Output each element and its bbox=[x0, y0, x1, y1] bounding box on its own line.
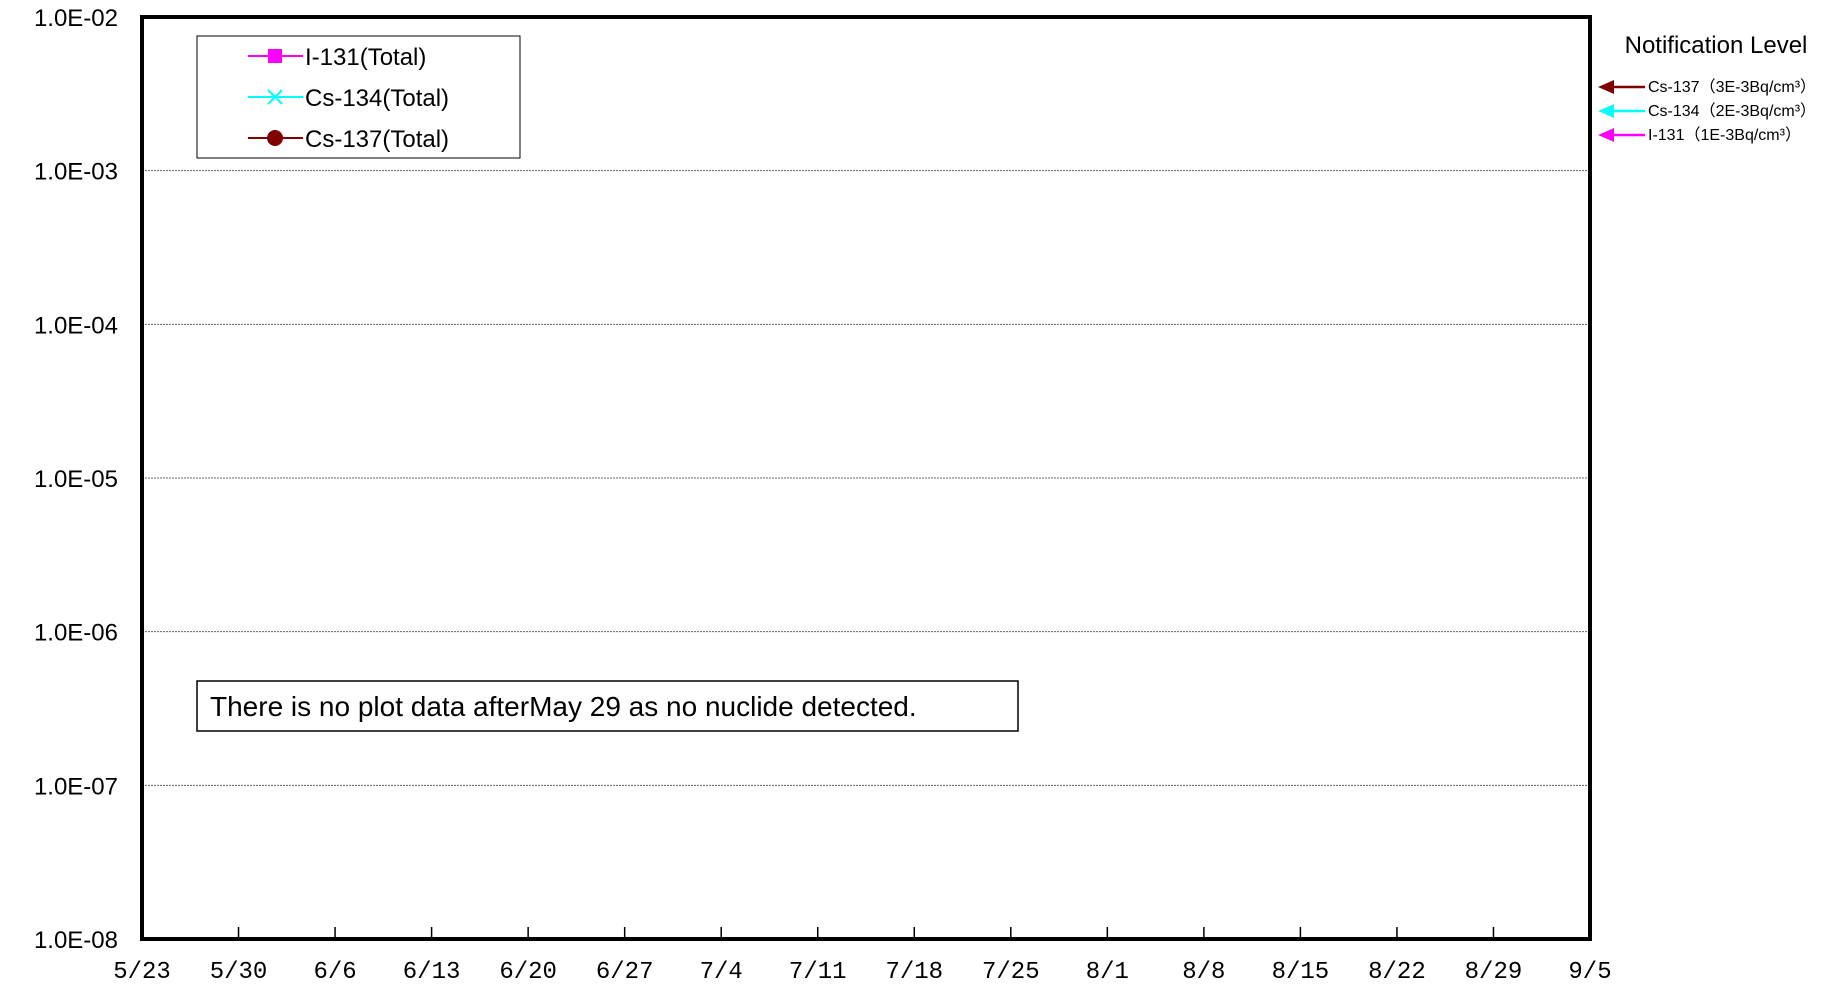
legend-label: Cs-134(Total) bbox=[305, 85, 449, 112]
x-tick-label: 6/13 bbox=[403, 959, 461, 984]
notification-level-label: Cs-134（2E-3Bq/cm³） bbox=[1648, 102, 1816, 120]
y-tick-label: 1.0E-08 bbox=[34, 927, 118, 954]
y-axis-tick-labels: 1.0E-02 1.0E-03 1.0E-04 1.0E-05 1.0E-06 1.0E-… bbox=[34, 5, 118, 954]
legend-label: I-131(Total) bbox=[305, 44, 426, 71]
x-tick-label: 8/22 bbox=[1368, 959, 1426, 984]
x-tick-label: 8/29 bbox=[1465, 959, 1523, 984]
notification-level-item: I-131（1E-3Bq/cm³） bbox=[1598, 126, 1801, 144]
y-tick-label: 1.0E-05 bbox=[34, 466, 118, 493]
notification-arrow-head bbox=[1598, 80, 1614, 94]
notification-level-label: Cs-137（3E-3Bq/cm³） bbox=[1648, 78, 1816, 96]
legend-marker-circle bbox=[267, 130, 283, 146]
x-tick-label: 8/15 bbox=[1272, 959, 1330, 984]
legend-item: Cs-134(Total) bbox=[248, 85, 449, 112]
notification-title: Notification Level bbox=[1625, 32, 1808, 59]
y-tick-label: 1.0E-03 bbox=[34, 159, 118, 186]
x-tick-label: 7/11 bbox=[789, 959, 847, 984]
x-tick-label: 6/27 bbox=[596, 959, 654, 984]
x-tick-label: 5/30 bbox=[210, 959, 268, 984]
plot-area-frame bbox=[140, 15, 1592, 941]
x-tick-label: 6/20 bbox=[499, 959, 557, 984]
legend-label: Cs-137(Total) bbox=[305, 126, 449, 153]
x-tick-label: 7/18 bbox=[885, 959, 943, 984]
y-tick-label: 1.0E-04 bbox=[34, 312, 118, 339]
annotation: There is no plot data afterMay 29 as no … bbox=[196, 680, 1019, 732]
y-tick-label: 1.0E-02 bbox=[34, 5, 118, 32]
legend: I-131(Total) Cs-134(Total) Cs-137(Total) bbox=[196, 35, 521, 159]
notification-level-item: Cs-137（3E-3Bq/cm³） bbox=[1598, 78, 1816, 96]
x-tick-label: 8/1 bbox=[1086, 959, 1129, 984]
notification-level-panel: Notification Level Cs-137（3E-3Bq/cm³） Cs-… bbox=[1598, 32, 1816, 144]
annotation-box bbox=[196, 680, 1019, 732]
grid-lines bbox=[142, 170, 1590, 786]
notification-arrow-head bbox=[1598, 104, 1614, 118]
x-tick-label: 7/25 bbox=[982, 959, 1040, 984]
x-tick-label: 7/4 bbox=[700, 959, 743, 984]
x-tick-label: 8/8 bbox=[1182, 959, 1225, 984]
legend-item: I-131(Total) bbox=[248, 44, 426, 71]
x-tick-label: 5/23 bbox=[113, 959, 171, 984]
notification-level-label: I-131（1E-3Bq/cm³） bbox=[1648, 126, 1801, 144]
y-tick-label: 1.0E-07 bbox=[34, 773, 118, 800]
notification-arrow-head bbox=[1598, 128, 1614, 142]
x-tick-label: 9/5 bbox=[1568, 959, 1611, 984]
x-axis-tick-labels: 5/23 5/30 6/6 6/13 6/20 6/27 7/4 7/11 7/18 7/25 8/… bbox=[113, 927, 1612, 984]
legend-marker-square bbox=[268, 49, 282, 63]
legend-item: Cs-137(Total) bbox=[248, 126, 449, 153]
annotation-text: There is no plot data afterMay 29 as no … bbox=[210, 691, 917, 722]
legend-marker-x bbox=[267, 89, 283, 105]
notification-level-item: Cs-134（2E-3Bq/cm³） bbox=[1598, 102, 1816, 120]
y-tick-label: 1.0E-06 bbox=[34, 620, 118, 647]
x-tick-label: 6/6 bbox=[313, 959, 356, 984]
